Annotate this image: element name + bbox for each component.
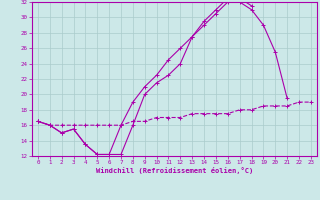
- X-axis label: Windchill (Refroidissement éolien,°C): Windchill (Refroidissement éolien,°C): [96, 167, 253, 174]
